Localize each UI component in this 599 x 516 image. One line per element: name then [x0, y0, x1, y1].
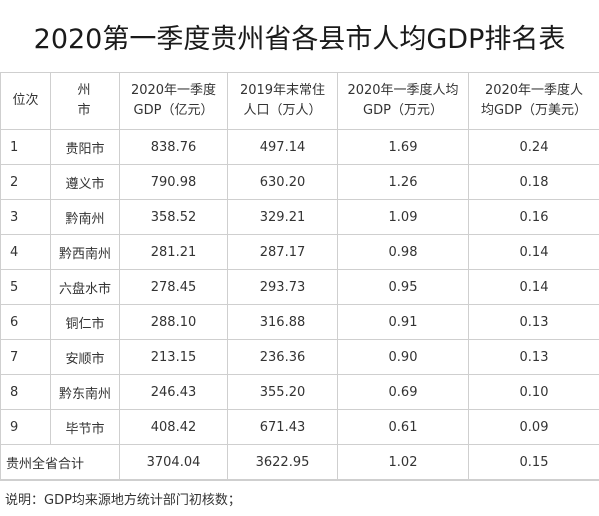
- city-cell: 黔西南州: [50, 234, 120, 270]
- gdp-cell: 278.45: [119, 269, 228, 305]
- city-cell: 铜仁市: [50, 304, 120, 340]
- gdp-cell: 213.15: [119, 339, 228, 375]
- city-cell: 安顺市: [50, 339, 120, 375]
- per-capita-usd-cell: 0.13: [468, 304, 599, 340]
- rank-cell: 9: [0, 409, 51, 445]
- gdp-cell: 281.21: [119, 234, 228, 270]
- population-cell: 329.21: [227, 199, 338, 235]
- population-cell: 630.20: [227, 164, 338, 200]
- table-row: 2 遵义市 790.98 630.20 1.26 0.18: [0, 164, 599, 200]
- total-label: 贵州全省合计: [0, 444, 120, 480]
- city-cell: 毕节市: [50, 409, 120, 445]
- population-cell: 497.14: [227, 129, 338, 165]
- per-capita-cny-cell: 1.09: [337, 199, 469, 235]
- table-row: 7 安顺市 213.15 236.36 0.90 0.13: [0, 339, 599, 375]
- table-row: 8 黔东南州 246.43 355.20 0.69 0.10: [0, 374, 599, 410]
- header-gdp-line2: GDP（亿元）: [133, 103, 214, 118]
- header-population: 2019年末常住 人口（万人）: [227, 72, 338, 130]
- per-capita-usd-cell: 0.13: [468, 339, 599, 375]
- population-cell: 671.43: [227, 409, 338, 445]
- rank-cell: 3: [0, 199, 51, 235]
- per-capita-usd-cell: 0.09: [468, 409, 599, 445]
- gdp-cell: 838.76: [119, 129, 228, 165]
- population-cell: 236.36: [227, 339, 338, 375]
- per-capita-cny-cell: 0.61: [337, 409, 469, 445]
- rank-cell: 6: [0, 304, 51, 340]
- gdp-cell: 408.42: [119, 409, 228, 445]
- per-capita-cny-cell: 0.98: [337, 234, 469, 270]
- gdp-cell: 288.10: [119, 304, 228, 340]
- table-row: 6 铜仁市 288.10 316.88 0.91 0.13: [0, 304, 599, 340]
- city-cell: 遵义市: [50, 164, 120, 200]
- header-per-capita-cny-line1: 2020年一季度人均: [347, 83, 459, 98]
- per-capita-cny-cell: 1.69: [337, 129, 469, 165]
- total-per-capita-cny-cell: 1.02: [337, 444, 469, 480]
- rank-cell: 5: [0, 269, 51, 305]
- total-gdp-cell: 3704.04: [119, 444, 228, 480]
- gdp-cell: 246.43: [119, 374, 228, 410]
- per-capita-usd-cell: 0.14: [468, 269, 599, 305]
- header-gdp: 2020年一季度 GDP（亿元）: [119, 72, 228, 130]
- city-cell: 六盘水市: [50, 269, 120, 305]
- table-row: 3 黔南州 358.52 329.21 1.09 0.16: [0, 199, 599, 235]
- header-per-capita-usd-line1: 2020年一季度人: [484, 83, 584, 98]
- per-capita-usd-cell: 0.10: [468, 374, 599, 410]
- table-row: 4 黔西南州 281.21 287.17 0.98 0.14: [0, 234, 599, 270]
- per-capita-cny-cell: 0.91: [337, 304, 469, 340]
- per-capita-cny-cell: 1.26: [337, 164, 469, 200]
- header-city: 州 市: [50, 72, 120, 130]
- city-cell: 黔东南州: [50, 374, 120, 410]
- city-cell: 黔南州: [50, 199, 120, 235]
- header-population-line2: 人口（万人）: [243, 103, 322, 118]
- table-row: 9 毕节市 408.42 671.43 0.61 0.09: [0, 409, 599, 445]
- header-gdp-line1: 2020年一季度: [130, 83, 217, 98]
- rank-cell: 8: [0, 374, 51, 410]
- population-cell: 355.20: [227, 374, 338, 410]
- rank-cell: 7: [0, 339, 51, 375]
- population-cell: 316.88: [227, 304, 338, 340]
- table-title: 2020第一季度贵州省各县市人均GDP排名表: [33, 23, 566, 55]
- per-capita-usd-cell: 0.16: [468, 199, 599, 235]
- per-capita-usd-cell: 0.18: [468, 164, 599, 200]
- population-cell: 293.73: [227, 269, 338, 305]
- per-capita-usd-cell: 0.24: [468, 129, 599, 165]
- gdp-cell: 358.52: [119, 199, 228, 235]
- header-row: 位次 州 市 2020年一季度 GDP（亿元） 2019年末常住 人口（万人） …: [0, 72, 599, 130]
- header-per-capita-cny: 2020年一季度人均 GDP（万元）: [337, 72, 469, 130]
- per-capita-cny-cell: 0.69: [337, 374, 469, 410]
- total-per-capita-usd-cell: 0.15: [468, 444, 599, 480]
- rank-cell: 4: [0, 234, 51, 270]
- population-cell: 287.17: [227, 234, 338, 270]
- gdp-ranking-table: 位次 州 市 2020年一季度 GDP（亿元） 2019年末常住 人口（万人） …: [0, 72, 599, 480]
- per-capita-usd-cell: 0.14: [468, 234, 599, 270]
- table-row: 5 六盘水市 278.45 293.73 0.95 0.14: [0, 269, 599, 305]
- source-note: 说明：GDP均来源地方统计部门初核数；: [0, 480, 599, 516]
- gdp-cell: 790.98: [119, 164, 228, 200]
- city-cell: 贵阳市: [50, 129, 120, 165]
- header-population-line1: 2019年末常住: [239, 83, 326, 98]
- table-row: 1 贵阳市 838.76 497.14 1.69 0.24: [0, 129, 599, 165]
- rank-cell: 1: [0, 129, 51, 165]
- total-population-cell: 3622.95: [227, 444, 338, 480]
- header-per-capita-cny-line2: GDP（万元）: [363, 103, 443, 118]
- header-per-capita-usd-line2: 均GDP（万美元）: [481, 103, 587, 118]
- total-row: 贵州全省合计 3704.04 3622.95 1.02 0.15: [0, 444, 599, 480]
- rank-cell: 2: [0, 164, 51, 200]
- per-capita-cny-cell: 0.90: [337, 339, 469, 375]
- header-per-capita-usd: 2020年一季度人 均GDP（万美元）: [468, 72, 599, 130]
- header-rank: 位次: [0, 72, 51, 130]
- per-capita-cny-cell: 0.95: [337, 269, 469, 305]
